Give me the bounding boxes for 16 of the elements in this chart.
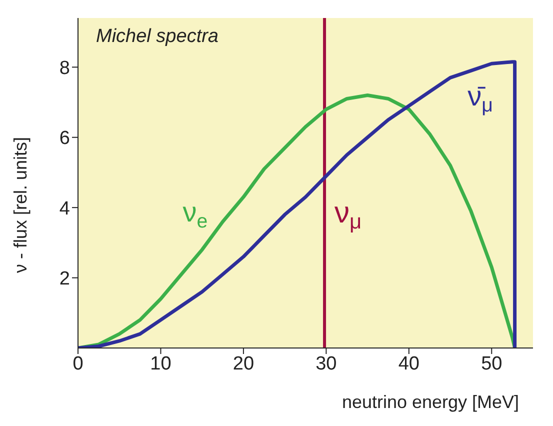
series-label: ν$_{e}$ xyxy=(182,196,208,233)
y-tick-label: 2 xyxy=(59,268,70,290)
x-axis-title: neutrino energy [MeV] xyxy=(342,392,520,412)
x-tick-label: 10 xyxy=(150,353,172,374)
x-tick-label: 0 xyxy=(72,353,84,374)
x-tick-label: 40 xyxy=(398,353,420,374)
y-tick-label: 6 xyxy=(59,128,70,150)
x-tick-label: 50 xyxy=(481,353,502,374)
x-tick-label: 20 xyxy=(232,353,254,374)
x-tick-label: 30 xyxy=(316,353,337,374)
annotation: Michel spectra xyxy=(96,26,218,48)
y-tick-label: 8 xyxy=(59,58,70,79)
series-label: ν̄$_{μ}$ xyxy=(468,80,493,117)
ref-line-label: ν$_{μ}$ xyxy=(334,196,362,234)
y-tick-label: 4 xyxy=(59,198,70,220)
y-axis-title: ν - flux [rel. units] xyxy=(10,136,30,273)
